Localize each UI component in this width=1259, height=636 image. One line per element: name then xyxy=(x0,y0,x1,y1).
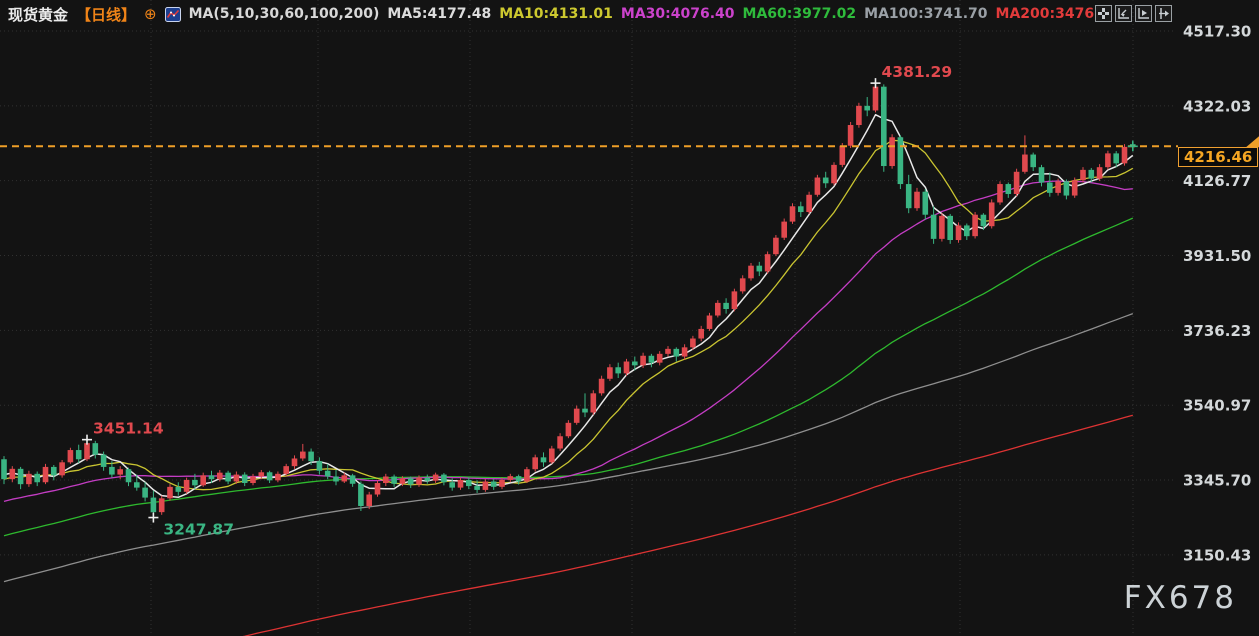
move-tool-icon xyxy=(1098,8,1109,19)
svg-text:3345.70: 3345.70 xyxy=(1183,472,1251,490)
svg-text:4126.77: 4126.77 xyxy=(1183,172,1251,190)
symbol-name: 现货黄金 xyxy=(8,5,69,24)
annotation-low-3247.87: 3247.87 xyxy=(148,512,234,539)
price-axis-labels: 4517.30 4322.03 4126.77 3931.50 3736.23 3540.… xyxy=(1183,23,1251,565)
svg-text:3247.87: 3247.87 xyxy=(163,521,234,539)
annotation-high-4381.29: 4381.29 xyxy=(870,63,953,89)
auto-scroll-icon xyxy=(1138,8,1149,19)
move-tool-button[interactable] xyxy=(1095,5,1112,22)
ma-indicator-label: MA(5,10,30,60,100,200) xyxy=(188,6,380,22)
svg-text:3931.50: 3931.50 xyxy=(1183,247,1251,265)
ma200-line xyxy=(242,414,1133,636)
add-indicator-icon[interactable]: ⊕ xyxy=(144,4,157,23)
svg-text:3451.14: 3451.14 xyxy=(93,420,164,438)
axis-scale-icon xyxy=(1118,8,1129,19)
chart-header: 现货黄金 【日线】 ⊕ MA(5,10,30,60,100,200) MA5:4… xyxy=(8,4,1109,24)
svg-text:3540.97: 3540.97 xyxy=(1183,397,1251,415)
ma200-value: MA200:3476.0 xyxy=(995,6,1110,22)
ma5-line xyxy=(3,113,1134,499)
latest-price-arrow-icon xyxy=(1246,136,1259,148)
ma100-line xyxy=(3,312,1134,583)
ma10-value: MA10:4131.01 xyxy=(499,6,613,22)
axis-scale-button[interactable] xyxy=(1115,5,1132,22)
svg-text:4381.29: 4381.29 xyxy=(882,63,953,81)
ma30-line xyxy=(3,180,1133,503)
svg-text:3736.23: 3736.23 xyxy=(1183,322,1251,340)
svg-text:3150.43: 3150.43 xyxy=(1183,546,1251,564)
ma100-value: MA100:3741.70 xyxy=(864,6,988,22)
current-price-label: 4216.46 xyxy=(1178,147,1258,167)
timeframe-label[interactable]: 【日线】 xyxy=(76,5,137,24)
indicator-chart-icon xyxy=(164,6,181,22)
v-gridlines xyxy=(150,0,1134,636)
pan-right-button[interactable] xyxy=(1155,5,1172,22)
annotation-high-3451.14: 3451.14 xyxy=(82,420,164,445)
pan-right-icon xyxy=(1159,8,1169,19)
latest-bar-marker xyxy=(1127,141,1138,152)
ma5-value: MA5:4177.48 xyxy=(387,6,492,22)
svg-text:4517.30: 4517.30 xyxy=(1183,23,1251,41)
svg-text:4322.03: 4322.03 xyxy=(1183,97,1251,115)
candles-layer xyxy=(1,83,1136,518)
watermark-logo: FX678 xyxy=(1123,580,1237,616)
auto-scroll-button[interactable] xyxy=(1135,5,1152,22)
ma60-value: MA60:3977.02 xyxy=(742,6,857,22)
ma30-value: MA30:4076.40 xyxy=(620,6,735,22)
ma10-line xyxy=(3,139,1134,491)
ma60-line xyxy=(3,217,1134,537)
chart-toolbar xyxy=(1095,5,1172,22)
